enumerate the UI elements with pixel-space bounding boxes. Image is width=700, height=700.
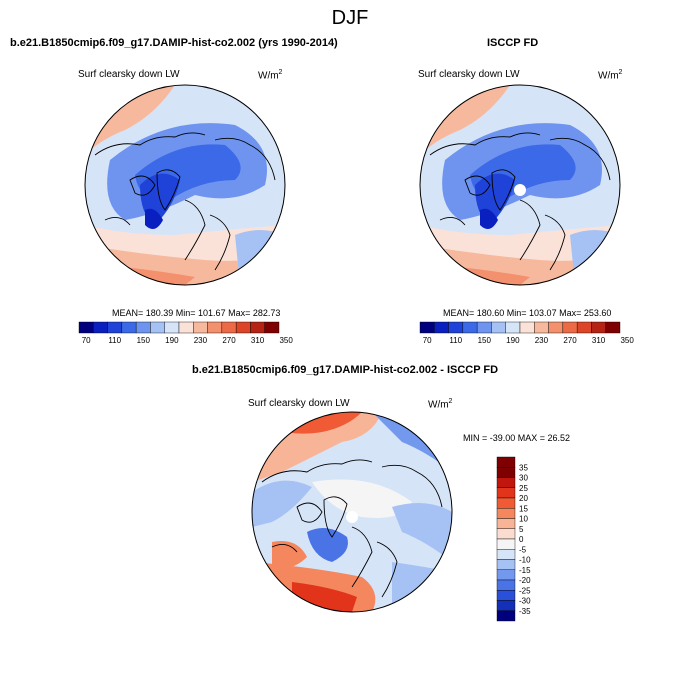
colorbar-tick-label: 25 xyxy=(519,484,528,493)
colorbar-tick-label: 350 xyxy=(620,336,634,345)
colorbar-tick-label: 110 xyxy=(449,336,462,345)
colorbar-tick-label: -15 xyxy=(519,566,531,575)
colorbar-swatch xyxy=(519,321,535,334)
colorbar-swatch xyxy=(164,321,180,334)
panel3-variable-label: Surf clearsky down LW xyxy=(248,398,350,409)
colorbar-tick-label: 110 xyxy=(108,336,121,345)
colorbar-swatch xyxy=(591,321,606,334)
colorbar-swatch xyxy=(193,321,208,334)
colorbar-tick-label: -35 xyxy=(519,607,531,616)
colorbar-tick-label: 35 xyxy=(519,463,528,472)
colorbar-swatch xyxy=(562,321,578,334)
colorbar-tick-label: 230 xyxy=(535,336,549,345)
colorbar-swatch xyxy=(534,321,549,334)
colorbar-tick-label: -10 xyxy=(519,556,531,565)
panel1-case-title: b.e21.B1850cmip6.f09_g17.DAMIP-hist-co2.… xyxy=(10,37,338,49)
panel3-units: W/m2 xyxy=(428,398,453,411)
colorbar-swatch xyxy=(150,321,165,334)
panel2-variable-label: Surf clearsky down LW xyxy=(418,69,520,80)
colorbar-swatch xyxy=(496,528,516,540)
colorbar-tick-label: 310 xyxy=(251,336,265,345)
colorbar-swatch xyxy=(496,600,516,611)
panel1-map xyxy=(84,84,286,286)
colorbar-swatch xyxy=(107,321,123,334)
colorbar-swatch xyxy=(548,321,564,334)
colorbar-swatch xyxy=(250,321,265,334)
colorbar-swatch xyxy=(78,321,94,334)
colorbar-tick-label: 150 xyxy=(137,336,151,345)
colorbar-tick-label: 190 xyxy=(506,336,520,345)
panel2-map xyxy=(419,84,621,286)
colorbar-swatch xyxy=(496,487,516,499)
panel1-colorbar: 70 110 150 190 230 270 310 350 xyxy=(78,321,293,345)
colorbar-swatch xyxy=(135,321,151,334)
colorbar-tick-label: 190 xyxy=(165,336,179,345)
colorbar-tick-label: 270 xyxy=(563,336,577,345)
colorbar-swatch xyxy=(496,456,516,468)
colorbar-swatch xyxy=(505,321,521,334)
colorbar-swatch xyxy=(496,579,516,591)
colorbar-swatch xyxy=(93,321,108,334)
colorbar-tick-label: 350 xyxy=(279,336,293,345)
colorbar-swatch xyxy=(496,508,516,519)
page-title: DJF xyxy=(331,7,369,29)
panel1-variable-label: Surf clearsky down LW xyxy=(78,69,180,80)
colorbar-swatch xyxy=(496,477,516,488)
panel3-minmax: MIN = -39.00 MAX = 26.52 xyxy=(463,433,571,443)
colorbar-tick-label: 10 xyxy=(519,515,528,524)
colorbar-tick-label: -25 xyxy=(519,586,531,595)
colorbar-swatch xyxy=(221,321,237,334)
panel3-case-title: b.e21.B1850cmip6.f09_g17.DAMIP-hist-co2.… xyxy=(192,364,499,376)
colorbar-swatch xyxy=(476,321,492,334)
colorbar-tick-label: 20 xyxy=(519,494,528,503)
panel3-map xyxy=(251,411,453,613)
colorbar-tick-label: 70 xyxy=(423,336,432,345)
colorbar-swatch xyxy=(496,518,516,529)
colorbar-tick-label: 0 xyxy=(519,535,524,544)
colorbar-swatch xyxy=(496,590,516,601)
panel2-stats: MEAN= 180.60 Min= 103.07 Max= 253.60 xyxy=(443,308,612,318)
panel2-case-title: ISCCP FD xyxy=(487,37,539,49)
colorbar-swatch xyxy=(496,559,516,570)
colorbar-tick-label: -5 xyxy=(519,545,527,554)
panel1-stats: MEAN= 180.39 Min= 101.67 Max= 282.73 xyxy=(112,308,281,318)
colorbar-swatch xyxy=(576,321,592,334)
colorbar-swatch xyxy=(491,321,506,334)
colorbar-tick-label: 30 xyxy=(519,474,528,483)
colorbar-tick-label: 15 xyxy=(519,504,528,513)
colorbar-swatch xyxy=(496,538,516,550)
colorbar-swatch xyxy=(496,569,516,581)
colorbar-swatch xyxy=(496,549,516,560)
colorbar-tick-label: 310 xyxy=(592,336,606,345)
colorbar-swatch xyxy=(448,321,464,334)
colorbar-tick-label: 270 xyxy=(222,336,236,345)
panel2-units: W/m2 xyxy=(598,69,623,82)
colorbar-swatch xyxy=(178,321,194,334)
panel2-colorbar: 70 110 150 190 230 270 310 350 xyxy=(419,321,634,345)
colorbar-swatch xyxy=(496,610,516,622)
colorbar-swatch xyxy=(264,321,280,334)
colorbar-swatch xyxy=(121,321,137,334)
panel1-units: W/m2 xyxy=(258,69,283,82)
colorbar-swatch xyxy=(235,321,251,334)
colorbar-swatch xyxy=(207,321,223,334)
colorbar-swatch xyxy=(605,321,621,334)
colorbar-tick-label: -20 xyxy=(519,576,531,585)
colorbar-tick-label: 230 xyxy=(194,336,208,345)
colorbar-swatch xyxy=(434,321,449,334)
colorbar-tick-label: 5 xyxy=(519,525,524,534)
colorbar-tick-label: 150 xyxy=(478,336,492,345)
colorbar-tick-label: -30 xyxy=(519,597,531,606)
colorbar-swatch xyxy=(496,467,516,478)
colorbar-swatch xyxy=(496,497,516,509)
colorbar-swatch xyxy=(462,321,478,334)
colorbar-swatch xyxy=(419,321,435,334)
colorbar-tick-label: 70 xyxy=(82,336,91,345)
